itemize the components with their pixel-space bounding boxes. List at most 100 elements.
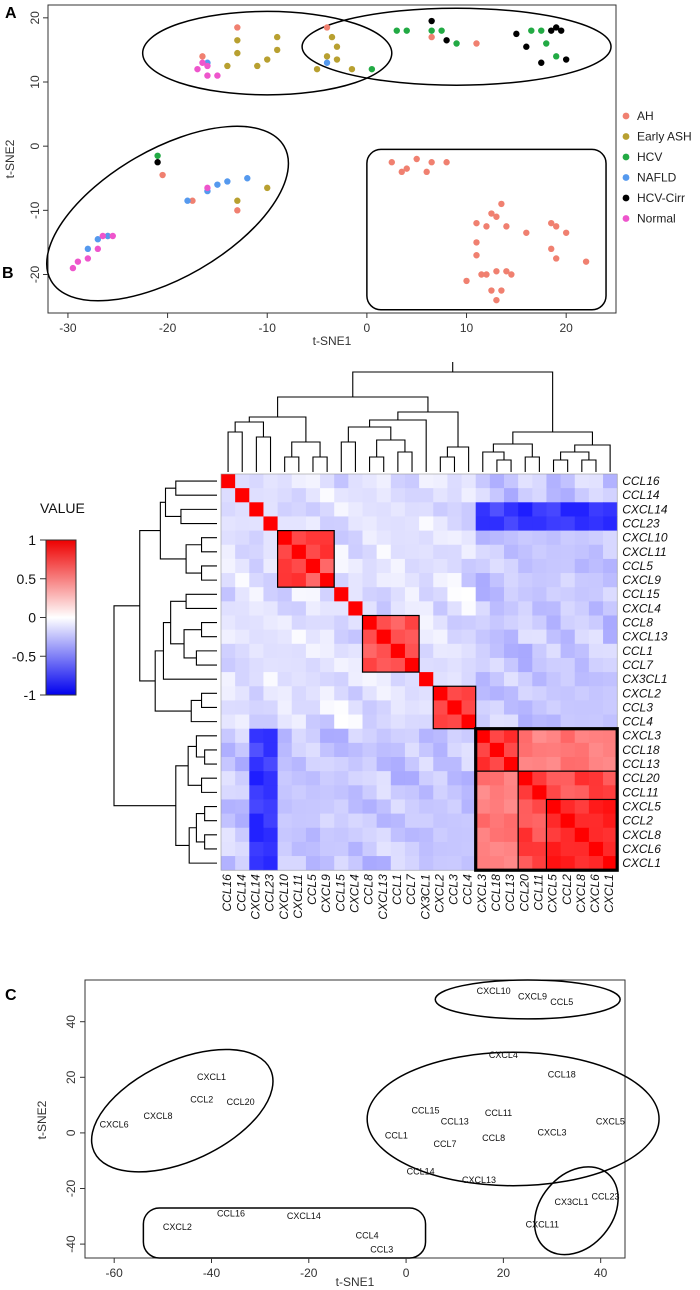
- heatmap-cell: [461, 841, 477, 857]
- cluster-outline: [45, 125, 290, 302]
- row-label: CXCL1: [622, 856, 661, 870]
- heatmap-cell: [277, 827, 293, 843]
- heatmap-cell: [518, 672, 533, 687]
- heatmap-cell: [588, 615, 604, 631]
- heatmap-cell: [235, 813, 250, 829]
- heatmap-cell: [588, 728, 604, 744]
- heatmap-cell: [235, 544, 250, 560]
- heatmap-cell: [433, 474, 448, 489]
- heatmap-cell: [461, 502, 477, 517]
- heatmap-cell: [320, 827, 335, 843]
- heatmap-cell: [475, 757, 491, 772]
- heatmap-cell: [574, 502, 590, 517]
- heatmap-cell: [489, 601, 505, 616]
- heatmap-cell: [489, 672, 505, 687]
- heatmap-cell: [532, 573, 547, 588]
- heatmap-cell: [461, 714, 477, 730]
- heatmap-cell: [603, 488, 618, 503]
- heatmap-cell: [504, 700, 519, 715]
- heatmap-cell: [249, 700, 264, 715]
- heatmap-cell: [320, 700, 335, 715]
- heatmap-cell: [574, 714, 590, 730]
- heatmap-cell: [603, 728, 618, 744]
- row-label: CXCL4: [622, 601, 661, 615]
- heatmap-cell: [419, 601, 434, 616]
- data-point: [553, 223, 560, 230]
- heatmap-cell: [475, 643, 491, 659]
- legend-entry: HCV: [637, 150, 662, 164]
- heatmap-cell: [249, 587, 264, 602]
- heatmap-cell: [249, 615, 264, 631]
- heatmap-cell: [603, 672, 618, 687]
- heatmap-cell: [320, 573, 335, 588]
- heatmap-cell: [263, 516, 278, 531]
- heatmap-cell: [348, 700, 363, 715]
- heatmap-cell: [376, 573, 392, 588]
- heatmap-cell: [489, 856, 505, 871]
- heatmap-cell: [348, 728, 363, 744]
- heatmap-cell: [221, 686, 236, 701]
- colorbar-title: VALUE: [40, 500, 85, 516]
- heatmap-cell: [249, 785, 264, 800]
- legend-entry: Early ASH: [637, 130, 692, 144]
- heatmap-cell: [291, 686, 307, 701]
- heatmap-cell: [305, 558, 321, 574]
- heatmap-cell: [461, 643, 477, 659]
- heatmap-cell: [447, 629, 462, 645]
- heatmap-cell: [447, 544, 462, 560]
- heatmap-cell: [235, 587, 250, 602]
- heatmap-cell: [546, 573, 561, 588]
- heatmap-cell: [404, 516, 420, 531]
- heatmap-cell: [320, 615, 335, 631]
- data-point: [428, 33, 435, 41]
- heatmap-cell: [419, 742, 434, 758]
- heatmap-cell: [291, 558, 307, 574]
- heatmap-cell: [320, 657, 335, 673]
- heatmap-cell: [419, 530, 434, 546]
- heatmap-cell: [221, 657, 236, 673]
- column-label: CCL1: [390, 874, 404, 905]
- heatmap-cell: [447, 516, 462, 531]
- heatmap-cell: [603, 601, 618, 616]
- heatmap-cell: [235, 530, 250, 546]
- heatmap-cell: [433, 742, 448, 758]
- heatmap-cell: [263, 700, 278, 715]
- heatmap-cell: [235, 827, 250, 843]
- heatmap-cell: [334, 771, 349, 786]
- column-label: CCL23: [263, 874, 277, 912]
- heatmap-cell: [263, 657, 278, 673]
- heatmap-cell: [235, 799, 250, 814]
- panel-a-cluster-outlines: [45, 7, 612, 311]
- heatmap-cell: [291, 799, 307, 814]
- data-point: [323, 53, 331, 60]
- heatmap-cell: [263, 573, 278, 588]
- heatmap-cell: [235, 573, 250, 588]
- heatmap-cell: [560, 827, 576, 843]
- heatmap-cell: [504, 530, 519, 546]
- heatmap-cell: [475, 629, 491, 645]
- heatmap-cell: [376, 728, 392, 744]
- heatmap-cell: [235, 771, 250, 786]
- data-point: [513, 30, 520, 38]
- heatmap-cell: [277, 771, 293, 786]
- dendrogram-branch: [113, 605, 176, 807]
- heatmap-cell: [404, 785, 420, 800]
- column-label: CXCL6: [588, 874, 602, 913]
- heatmap-cell: [348, 714, 363, 730]
- dendrogram-branch: [227, 431, 243, 472]
- heatmap-cell: [404, 686, 420, 701]
- heatmap-cell: [447, 530, 462, 546]
- heatmap-cell: [560, 643, 576, 659]
- heatmap-cell: [249, 757, 264, 772]
- heatmap-cell: [348, 474, 363, 489]
- heatmap-cell: [475, 799, 491, 814]
- heatmap-cell: [433, 657, 448, 673]
- heatmap-cell: [404, 643, 420, 659]
- heatmap-cell: [546, 657, 561, 673]
- point-label: CXCL14: [287, 1211, 321, 1221]
- heatmap-cell: [532, 530, 547, 546]
- dendrogram-branch: [291, 441, 321, 457]
- y-tick-label: 10: [28, 75, 42, 89]
- heatmap-cell: [305, 544, 321, 560]
- heatmap-cell: [419, 728, 434, 744]
